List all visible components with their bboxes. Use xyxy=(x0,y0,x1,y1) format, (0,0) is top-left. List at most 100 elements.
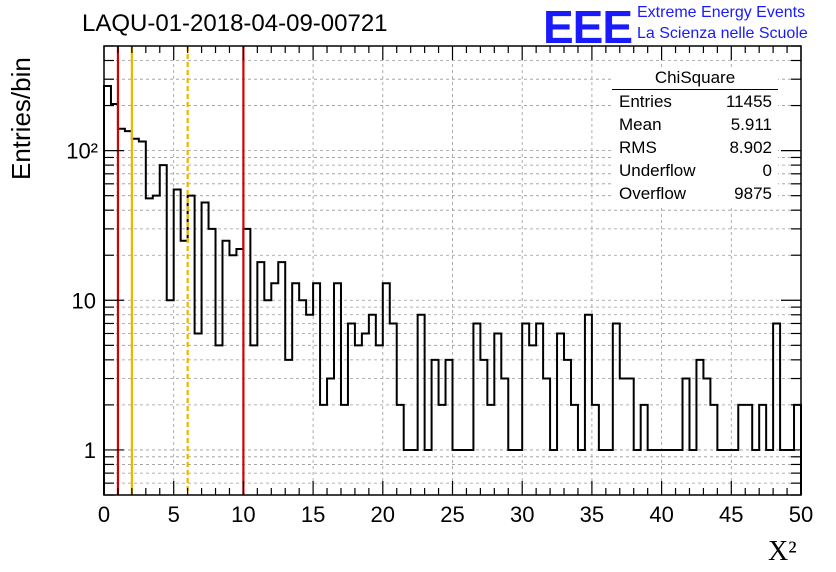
x-tick-label: 10 xyxy=(231,502,255,527)
x-tick-label: 40 xyxy=(649,502,673,527)
histogram-bin xyxy=(529,345,536,495)
stats-label: Entries xyxy=(619,92,672,111)
y-tick-label: 10 xyxy=(72,288,96,313)
histogram-bin xyxy=(620,379,627,495)
histogram-bin xyxy=(174,189,181,495)
histogram-bin xyxy=(655,450,662,495)
histogram-bin xyxy=(390,323,397,495)
histogram-bin xyxy=(564,360,571,495)
chart-title: LAQU-01-2018-04-09-00721 xyxy=(82,10,388,37)
stats-label: RMS xyxy=(619,138,657,157)
histogram-bin xyxy=(425,450,432,495)
histogram-bin xyxy=(543,379,550,495)
histogram-bin xyxy=(494,333,501,495)
tick-labels: 0 5 10 15 20 25 30 35 40 45 50 1 10 10² xyxy=(66,139,813,527)
histogram-bin xyxy=(578,450,585,495)
histogram-bin xyxy=(501,379,508,495)
x-tick-label: 50 xyxy=(789,502,813,527)
histogram-bin xyxy=(348,323,355,495)
histogram-bin xyxy=(613,323,620,495)
stats-value: 8.902 xyxy=(729,138,772,157)
histogram-bin xyxy=(487,405,494,495)
histogram-bin xyxy=(313,283,320,495)
histogram-bin xyxy=(327,379,334,495)
histogram-bin xyxy=(683,379,690,495)
histogram-bin xyxy=(536,323,543,495)
histogram-bin xyxy=(766,450,773,495)
y-tick-label: 1 xyxy=(84,438,96,463)
histogram-bin xyxy=(446,360,453,495)
histogram-outline xyxy=(103,85,802,495)
eee-logo: EEE xyxy=(543,1,633,53)
histogram-bin xyxy=(146,198,153,495)
histogram-bin xyxy=(285,360,292,495)
histogram-bin xyxy=(139,142,146,495)
histogram-bin xyxy=(341,405,348,495)
stats-value: 9875 xyxy=(734,184,772,203)
histogram-bin xyxy=(550,450,557,495)
histogram-bin xyxy=(634,450,641,495)
histogram-bin xyxy=(306,315,313,495)
histogram-bin xyxy=(439,405,446,495)
histogram-bin xyxy=(773,323,780,495)
histogram-bin xyxy=(459,450,466,495)
histogram-bin xyxy=(641,405,648,495)
histogram-bin xyxy=(320,405,327,495)
x-axis-label: X² xyxy=(768,536,797,567)
x-tick-label: 30 xyxy=(510,502,534,527)
histogram-bin xyxy=(453,450,460,495)
histogram-bin xyxy=(557,333,564,495)
stats-value: 0 xyxy=(762,161,772,180)
stats-label: Underflow xyxy=(619,161,696,180)
histogram-bin xyxy=(710,405,717,495)
histogram-bin xyxy=(592,405,599,495)
histogram-bin xyxy=(257,262,264,495)
x-tick-label: 35 xyxy=(580,502,604,527)
y-axis-label: Entries/bin xyxy=(6,57,36,180)
histogram-bins xyxy=(103,85,802,495)
histogram-bin xyxy=(669,450,676,495)
histogram-bin xyxy=(508,450,515,495)
histogram-bin xyxy=(195,333,202,495)
histogram-bin xyxy=(355,345,362,495)
x-tick-label: 5 xyxy=(168,502,180,527)
histogram-bin xyxy=(752,450,759,495)
axis-ticks xyxy=(103,45,802,496)
histogram-bin xyxy=(745,405,752,495)
stats-row: Underflow 0 xyxy=(612,159,778,182)
threshold-lines xyxy=(116,46,245,495)
x-tick-label: 0 xyxy=(98,502,110,527)
logo-caption: Extreme Energy Events La Scienza nelle S… xyxy=(637,2,808,44)
histogram-bin xyxy=(606,450,613,495)
histogram-bin xyxy=(759,405,766,495)
histogram-bin xyxy=(292,283,299,495)
logo-line-1: Extreme Energy Events xyxy=(637,4,806,21)
histogram-bin xyxy=(662,450,669,495)
histogram-bin xyxy=(202,203,209,495)
histogram-bin xyxy=(731,450,738,495)
histogram-bin xyxy=(738,405,745,495)
x-tick-label: 15 xyxy=(301,502,325,527)
histogram-bin xyxy=(271,283,278,495)
stats-title: ChiSquare xyxy=(612,67,778,90)
histogram-bin xyxy=(480,360,487,495)
histogram-bin xyxy=(229,255,236,495)
histogram-bin xyxy=(703,379,710,495)
histogram-bin xyxy=(278,262,285,495)
histogram-bin xyxy=(473,323,480,495)
histogram-bin xyxy=(780,450,787,495)
histogram-bin xyxy=(299,300,306,495)
histogram-bin xyxy=(676,450,683,495)
histogram-bin xyxy=(167,300,174,495)
histogram-bin xyxy=(264,300,271,495)
stats-value: 11455 xyxy=(725,92,772,111)
histogram-bin xyxy=(411,450,418,495)
histogram-bin xyxy=(376,345,383,495)
histogram-bin xyxy=(153,196,160,495)
stats-row: Mean 5.911 xyxy=(612,113,778,136)
histogram-bin xyxy=(383,283,390,495)
stats-row: RMS 8.902 xyxy=(612,136,778,159)
histogram-bin xyxy=(689,450,696,495)
histogram-bin xyxy=(432,360,439,495)
